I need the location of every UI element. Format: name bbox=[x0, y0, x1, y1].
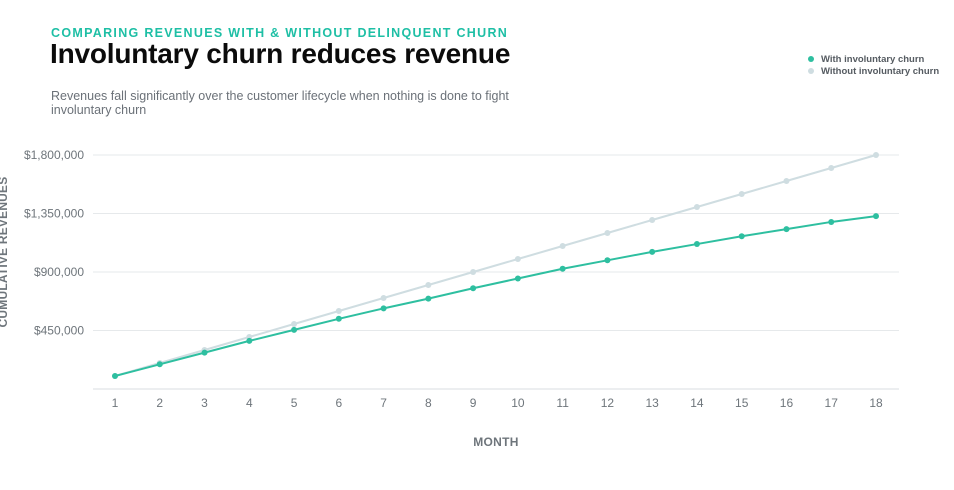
data-point-without bbox=[335, 308, 342, 314]
x-tick-label: 14 bbox=[690, 396, 704, 410]
data-point-without bbox=[649, 217, 656, 223]
legend-item-with[interactable]: With involuntary churn bbox=[808, 53, 939, 65]
x-tick-label: 7 bbox=[380, 396, 387, 410]
data-point-with bbox=[783, 226, 790, 233]
data-point-without bbox=[693, 204, 700, 210]
chart-eyebrow: COMPARING REVENUES WITH & WITHOUT DELINQ… bbox=[51, 26, 509, 40]
chart-title: Involuntary churn reduces revenue bbox=[50, 38, 511, 69]
x-tick-label: 17 bbox=[825, 396, 839, 410]
data-point-with bbox=[112, 373, 118, 379]
legend-label-with: With involuntary churn bbox=[821, 53, 925, 65]
data-point-with bbox=[693, 241, 700, 248]
x-tick-label: 16 bbox=[780, 396, 794, 410]
x-tick-label: 3 bbox=[201, 396, 208, 410]
legend-item-without[interactable]: Without involuntary churn bbox=[808, 65, 939, 77]
y-tick-label: $1,350,000 bbox=[24, 207, 84, 221]
data-point-with bbox=[201, 349, 208, 356]
x-tick-label: 13 bbox=[645, 396, 659, 410]
x-tick-label: 1 bbox=[112, 396, 119, 410]
data-point-with bbox=[649, 248, 656, 255]
data-point-with bbox=[470, 285, 477, 292]
data-point-with bbox=[514, 275, 521, 282]
x-axis-label: MONTH bbox=[473, 435, 519, 449]
y-tick-label: $450,000 bbox=[34, 324, 84, 338]
data-point-with bbox=[425, 295, 432, 302]
x-tick-label: 5 bbox=[291, 396, 298, 410]
data-point-without bbox=[425, 282, 432, 288]
x-tick-label: 15 bbox=[735, 396, 749, 410]
x-tick-label: 18 bbox=[869, 396, 883, 410]
data-point-without bbox=[604, 230, 611, 236]
x-tick-label: 6 bbox=[335, 396, 342, 410]
data-point-without bbox=[470, 269, 477, 275]
data-point-without bbox=[873, 152, 879, 158]
x-tick-label: 8 bbox=[425, 396, 432, 410]
data-point-with bbox=[604, 257, 611, 264]
y-tick-label: $900,000 bbox=[34, 265, 84, 279]
y-tick-label: $1,800,000 bbox=[24, 148, 84, 162]
x-tick-label: 10 bbox=[511, 396, 525, 410]
legend-swatch-with bbox=[808, 56, 814, 62]
data-point-with bbox=[828, 218, 835, 225]
legend-label-without: Without involuntary churn bbox=[821, 65, 940, 77]
data-point-with bbox=[873, 213, 879, 220]
data-point-with bbox=[156, 361, 163, 368]
data-point-with bbox=[380, 305, 387, 312]
data-point-without bbox=[291, 321, 298, 327]
data-point-without bbox=[828, 165, 835, 171]
chart-legend: With involuntary churn Without involunta… bbox=[808, 53, 939, 77]
data-point-with bbox=[335, 315, 342, 322]
x-tick-label: 9 bbox=[470, 396, 477, 410]
x-tick-label: 12 bbox=[601, 396, 615, 410]
x-tick-label: 11 bbox=[556, 396, 569, 410]
data-point-without bbox=[738, 191, 745, 197]
data-point-with bbox=[291, 326, 298, 333]
data-point-with bbox=[559, 265, 566, 272]
series-line-with bbox=[114, 215, 877, 377]
data-point-without bbox=[783, 178, 790, 184]
x-tick-label: 4 bbox=[246, 396, 253, 410]
data-point-without bbox=[514, 256, 521, 262]
data-point-with bbox=[246, 337, 253, 344]
data-point-with bbox=[738, 233, 745, 240]
legend-swatch-without bbox=[808, 68, 814, 74]
x-tick-label: 2 bbox=[156, 396, 163, 410]
series-line-without bbox=[114, 154, 877, 377]
chart-subtitle: Revenues fall significantly over the cus… bbox=[51, 89, 509, 117]
data-point-without bbox=[380, 295, 387, 301]
data-point-without bbox=[559, 243, 566, 249]
